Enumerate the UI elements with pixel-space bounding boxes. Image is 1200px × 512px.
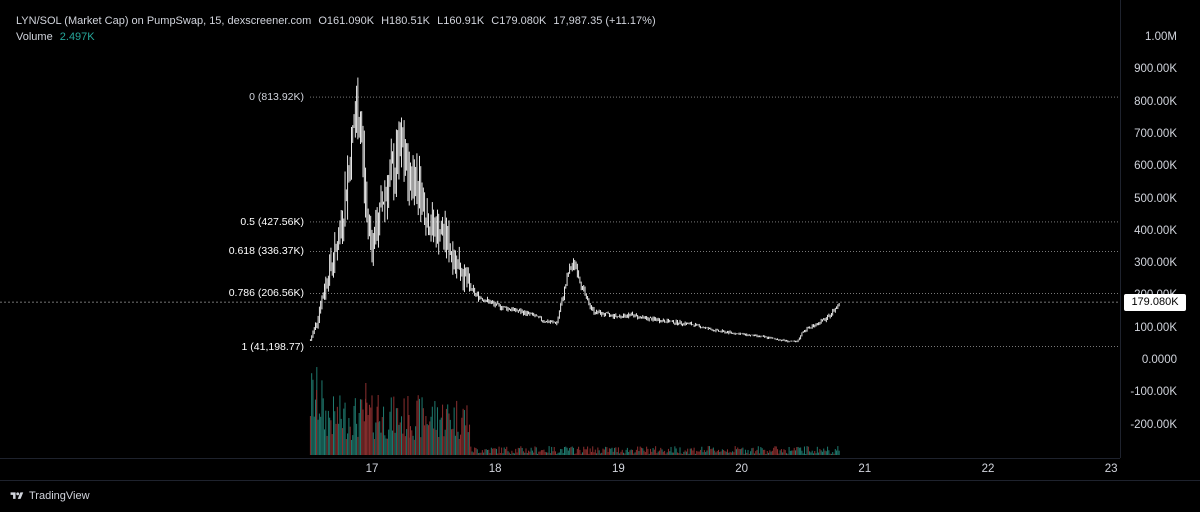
volume-label[interactable]: Volume [16, 31, 53, 43]
footer: TradingView [0, 480, 1200, 512]
price-axis-label: 600.00K [1134, 160, 1177, 173]
price-axis-label: 800.00K [1134, 95, 1177, 108]
symbol-title[interactable]: LYN/SOL (Market Cap) on PumpSwap, 15, de… [16, 15, 312, 27]
price-axis-label: 1.00M [1145, 31, 1177, 43]
price-axis-label: -100.00K [1130, 386, 1177, 399]
open-value: O161.090K [318, 15, 375, 27]
low-value: L160.91K [437, 15, 485, 27]
time-axis-label: 18 [488, 463, 502, 475]
chart-area[interactable] [0, 0, 1120, 458]
price-axis-label: 700.00K [1134, 127, 1177, 140]
fib-level-label: 0.786 (206.56K) [228, 287, 304, 300]
time-axis-label: 23 [1104, 463, 1118, 475]
fib-level-label: 0 (813.92K) [249, 91, 304, 104]
price-axis-label: -200.00K [1130, 418, 1177, 431]
time-axis-label: 17 [365, 463, 379, 475]
fib-level-label: 0.618 (336.37K) [228, 245, 304, 258]
legend-volume-row: Volume 2.497K [16, 29, 656, 45]
chart-legend: LYN/SOL (Market Cap) on PumpSwap, 15, de… [16, 13, 656, 45]
price-axis-label: 0.0000 [1141, 354, 1177, 366]
volume-value: 2.497K [59, 31, 95, 43]
tradingview-icon [10, 492, 24, 499]
high-value: H180.51K [381, 15, 431, 27]
price-axis-label: 900.00K [1134, 63, 1177, 76]
time-axis-label: 22 [981, 463, 995, 475]
tradingview-logo[interactable]: TradingView [9, 490, 90, 502]
time-axis-label: 20 [735, 463, 748, 475]
price-axis-label: 500.00K [1134, 192, 1177, 205]
change-value: 17,987.35 (+11.17%) [553, 15, 656, 27]
price-chart[interactable] [0, 0, 1120, 458]
fib-level-label: 0.5 (427.56K) [240, 215, 304, 228]
time-axis[interactable]: 17 18 19 20 21 22 23 [0, 458, 1120, 481]
close-value: C179.080K [491, 15, 547, 27]
price-axis-label: 100.00K [1134, 321, 1177, 334]
price-axis-label: 300.00K [1134, 257, 1177, 270]
fib-level-label: 1 (41,198.77) [241, 340, 304, 353]
price-axis[interactable]: 1.00M 900.00K 800.00K 700.00K 600.00K 500.00K… [1120, 0, 1200, 458]
price-axis-label: 400.00K [1134, 224, 1177, 237]
current-price-tag: 179.080K [1124, 294, 1186, 312]
time-axis-label: 19 [611, 463, 625, 475]
time-axis-label: 21 [858, 463, 872, 475]
legend-title-row: LYN/SOL (Market Cap) on PumpSwap, 15, de… [16, 13, 656, 29]
brand-label: TradingView [29, 490, 90, 502]
